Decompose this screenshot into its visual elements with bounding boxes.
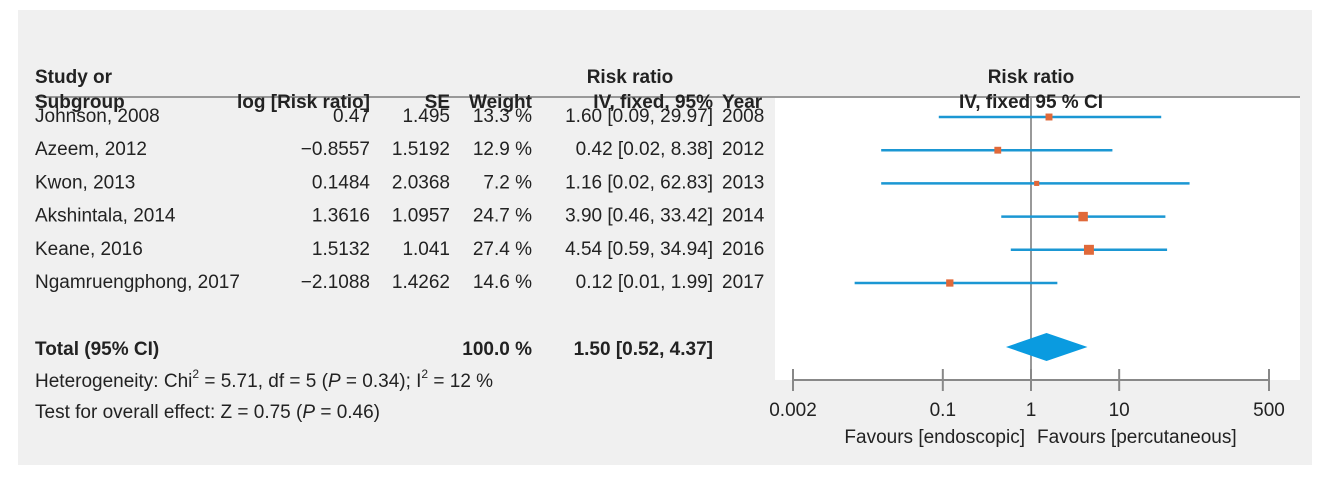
log-rr: 1.3616 (312, 206, 370, 227)
plot-header: Risk ratio (988, 67, 1075, 88)
x-tick-label: 0.1 (930, 400, 956, 421)
study-name: Johnson, 2008 (35, 106, 160, 127)
weight: 14.6 % (473, 272, 532, 293)
footnote-part: = 0.46) (315, 402, 380, 423)
weight: 12.9 % (473, 139, 532, 160)
column-header: Subgroup (35, 92, 125, 113)
column-header: IV, fixed, 95% (593, 92, 713, 113)
study-name: Kwon, 2013 (35, 172, 135, 193)
point-estimate (994, 146, 1002, 154)
risk-ratio: 1.16 [0.02, 62.83] (565, 172, 713, 193)
footnote-part: = 5.71, df = 5 ( (199, 371, 329, 392)
column-header: Weight (469, 92, 533, 113)
study-name: Keane, 2016 (35, 239, 143, 260)
risk-ratio: 0.12 [0.01, 1.99] (576, 272, 713, 293)
se: 1.5192 (392, 139, 450, 160)
log-rr: −2.1088 (301, 272, 370, 293)
footnote-part: = 0.34); I (341, 371, 422, 392)
total-weight: 100.0 % (462, 339, 532, 360)
study-name: Ngamruengphong, 2017 (35, 272, 240, 293)
log-rr: −0.8557 (301, 139, 370, 160)
year: 2016 (722, 239, 764, 260)
point-estimate (1034, 180, 1040, 186)
year: 2014 (722, 206, 765, 227)
total-risk-ratio: 1.50 [0.52, 4.37] (574, 339, 713, 360)
se: 1.0957 (392, 206, 450, 227)
se: 1.495 (402, 106, 450, 127)
weight: 27.4 % (473, 239, 532, 260)
study-name: Azeem, 2012 (35, 139, 147, 160)
log-rr: 1.5132 (312, 239, 370, 260)
se: 1.041 (402, 239, 450, 260)
log-rr: 0.1484 (312, 172, 371, 193)
column-header: Risk ratio (587, 67, 674, 88)
risk-ratio: 4.54 [0.59, 34.94] (565, 239, 713, 260)
weight: 24.7 % (473, 206, 532, 227)
year: 2017 (722, 272, 764, 293)
weight: 13.3 % (473, 106, 532, 127)
risk-ratio: 0.42 [0.02, 8.38] (576, 139, 713, 160)
column-header: Year (722, 92, 763, 113)
risk-ratio: 1.60 [0.09, 29.97] (565, 106, 713, 127)
point-estimate (1078, 211, 1088, 222)
column-header: Study or (35, 67, 113, 88)
year: 2012 (722, 139, 764, 160)
point-estimate (946, 279, 954, 287)
footnote-part: 2 (192, 367, 199, 381)
plot-panel (775, 97, 1300, 380)
x-label-right: Favours [percutaneous] (1037, 427, 1237, 448)
year: 2013 (722, 172, 764, 193)
risk-ratio: 3.90 [0.46, 33.42] (565, 206, 713, 227)
point-estimate (1083, 244, 1094, 255)
footnote-part: Heterogeneity: Chi (35, 371, 192, 392)
footnote-part: Test for overall effect: Z = 0.75 ( (35, 402, 303, 423)
point-estimate (1045, 113, 1053, 121)
se: 2.0368 (392, 172, 450, 193)
x-label-left: Favours [endoscopic] (844, 427, 1025, 448)
x-tick-label: 10 (1109, 400, 1130, 421)
study-name: Akshintala, 2014 (35, 206, 176, 227)
x-tick-label: 1 (1026, 400, 1037, 421)
column-header: SE (425, 92, 450, 113)
year: 2008 (722, 106, 764, 127)
footnote: Test for overall effect: Z = 0.75 (P = 0… (35, 402, 380, 423)
footnote-part: P (328, 371, 341, 392)
se: 1.4262 (392, 272, 450, 293)
footnote-part: 2 (421, 367, 428, 381)
footnote-part: = 12 % (428, 371, 493, 392)
weight: 7.2 % (483, 172, 532, 193)
footnote: Heterogeneity: Chi2 = 5.71, df = 5 (P = … (35, 367, 493, 392)
footnote-part: P (302, 402, 315, 423)
column-header: log [Risk ratio] (237, 92, 370, 113)
x-tick-label: 0.002 (769, 400, 817, 421)
x-tick-label: 500 (1253, 400, 1285, 421)
log-rr: 0.47 (333, 106, 370, 127)
total-diamond (1005, 333, 1088, 361)
total-label: Total (95% CI) (35, 339, 159, 360)
